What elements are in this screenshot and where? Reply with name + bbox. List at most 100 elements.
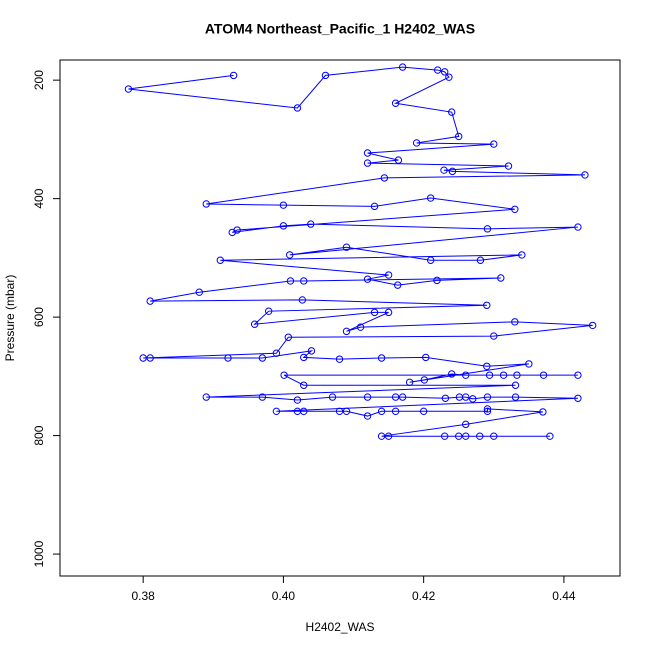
data-point (440, 432, 449, 440)
y-tick-label: 800 (32, 425, 46, 445)
data-point (469, 395, 477, 403)
data-point (441, 394, 450, 402)
data-point (539, 371, 548, 379)
x-tick-label: 0.40 (272, 589, 296, 603)
data-point (342, 243, 351, 251)
data-point (497, 274, 505, 282)
y-tick-label: 400 (32, 188, 46, 208)
data-point (513, 371, 521, 379)
data-point (124, 85, 133, 93)
data-point (258, 354, 267, 362)
data-point (483, 407, 492, 416)
data-point (499, 371, 508, 379)
data-point (279, 222, 288, 230)
data-point (462, 371, 470, 379)
data-point (228, 228, 236, 237)
data-point (483, 362, 491, 370)
data-point (412, 139, 421, 147)
data-point (525, 360, 533, 368)
data-point (462, 432, 470, 440)
data-point (483, 405, 492, 413)
data-point (490, 140, 498, 148)
data-point (298, 296, 307, 304)
data-point (546, 432, 554, 440)
data-point (420, 376, 429, 384)
data-point (272, 407, 281, 416)
data-point (363, 159, 372, 167)
chart-title: ATOM4 Northeast_Pacific_1 H2402_WAS (205, 21, 475, 37)
x-tick-label: 0.42 (412, 589, 436, 603)
data-point (377, 432, 386, 440)
data-point (419, 407, 428, 416)
data-point (485, 371, 494, 379)
data-point (272, 349, 281, 357)
data-point (483, 301, 491, 309)
data-point (202, 200, 210, 208)
data-point (370, 202, 379, 211)
data-point (391, 99, 400, 107)
data-point (146, 354, 154, 362)
data-point (574, 371, 582, 379)
data-point (483, 225, 492, 233)
data-point (483, 393, 492, 401)
data-point (363, 149, 372, 157)
data-point (405, 378, 414, 386)
data-point (511, 381, 520, 389)
y-axis-label: Pressure (mbar) (3, 275, 17, 362)
data-point (335, 355, 344, 363)
data-point (300, 407, 308, 416)
data-point (229, 71, 238, 80)
data-point (504, 162, 513, 170)
data-point (300, 353, 308, 362)
data-point (307, 347, 316, 355)
data-point (539, 408, 547, 416)
data-point (342, 407, 351, 416)
x-axis-label: H2402_WAS (306, 620, 375, 634)
data-point (433, 276, 441, 285)
data-point (202, 393, 210, 401)
data-point (581, 171, 589, 179)
data-point (328, 393, 337, 401)
data-point (511, 318, 519, 326)
data-point (363, 412, 372, 420)
data-point (342, 327, 351, 336)
data-point (394, 281, 402, 289)
data-point (422, 353, 430, 362)
data-point (391, 393, 400, 401)
data-point (300, 277, 308, 285)
data-point (433, 66, 442, 74)
data-point (511, 205, 519, 213)
data-point (377, 354, 386, 362)
plot-frame (59, 59, 621, 577)
x-tick-label: 0.38 (131, 589, 155, 603)
data-point (146, 297, 154, 305)
data-point (377, 407, 386, 416)
data-point (384, 271, 393, 279)
data-point (490, 432, 498, 440)
data-point (398, 63, 407, 71)
data-point (455, 432, 463, 440)
data-point (445, 73, 453, 81)
data-point (280, 371, 288, 379)
data-point (258, 393, 267, 401)
data-line (128, 66, 593, 437)
data-point (462, 420, 470, 429)
data-point (391, 407, 400, 416)
data-point (321, 71, 330, 80)
data-point (293, 104, 302, 112)
data-point (380, 174, 389, 182)
data-point (448, 370, 456, 378)
data-point (384, 432, 393, 440)
data-point (264, 307, 273, 315)
data-point (511, 393, 520, 401)
data-point (224, 354, 232, 362)
data-point (426, 194, 435, 202)
data-point (216, 256, 225, 264)
data-point (139, 354, 147, 362)
data-point (286, 277, 295, 285)
data-point (370, 308, 379, 317)
data-point (195, 288, 203, 296)
data-point (448, 108, 456, 116)
